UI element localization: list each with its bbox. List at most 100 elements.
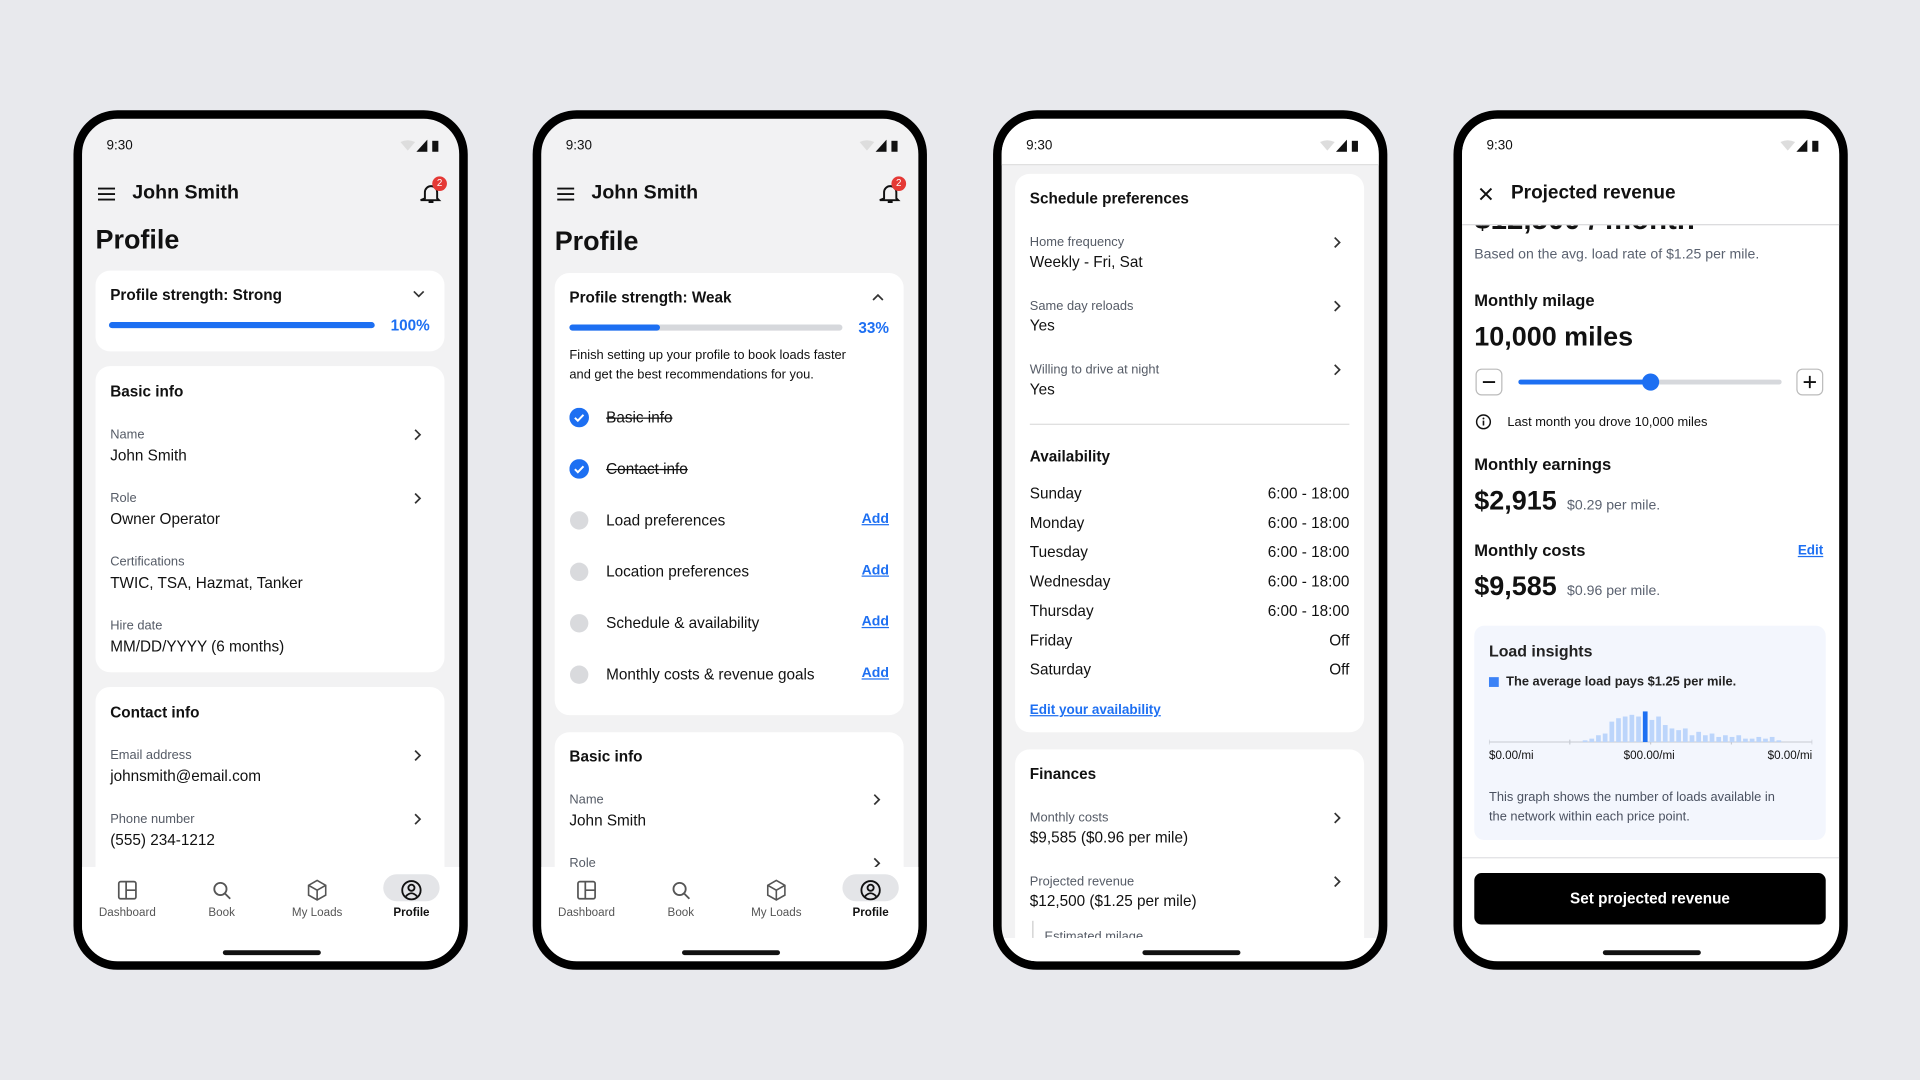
milage-value: 10,000 miles — [1474, 320, 1634, 352]
menu-icon[interactable] — [557, 187, 575, 201]
nav-label: Profile — [852, 906, 889, 920]
close-icon[interactable] — [1479, 187, 1493, 201]
checklist-label: Location preferences — [606, 563, 750, 581]
histogram-bar — [1676, 730, 1681, 743]
edit-costs-link[interactable]: Edit — [1797, 543, 1824, 559]
strength-progress-bar — [569, 324, 843, 331]
earnings-row: $2,915 $0.29 per mile. — [1474, 485, 1660, 517]
milage-info: Last month you drove 10,000 miles — [1507, 415, 1708, 430]
nav-profile[interactable]: Profile — [834, 874, 907, 926]
chevron-up-icon[interactable] — [872, 293, 884, 301]
histogram-bar — [1716, 736, 1722, 743]
add-link[interactable]: Add — [861, 614, 889, 630]
strength-percent: 100% — [390, 317, 430, 335]
chevron-right-icon[interactable] — [1332, 812, 1342, 824]
earnings-per-mile: $0.29 per mile. — [1567, 498, 1661, 514]
info-icon — [1475, 414, 1492, 430]
card-title: Basic info — [110, 383, 184, 401]
row-label: Hire date — [110, 618, 163, 634]
histogram-bar — [1602, 733, 1608, 743]
row-value: MM/DD/YYYY (6 months) — [110, 637, 285, 656]
progress-fill — [569, 324, 660, 331]
status-time: 9:30 — [106, 138, 133, 154]
day-hours: 6:00 - 18:00 — [1267, 573, 1350, 591]
notification-badge: 2 — [432, 176, 447, 192]
phone-profile-weak: 9:30 John Smith 2 Profile Profile streng… — [532, 110, 927, 970]
row-label: Name — [110, 427, 145, 443]
chevron-right-icon[interactable] — [872, 857, 882, 869]
chevron-right-icon[interactable] — [413, 429, 423, 441]
status-time: 9:30 — [1486, 138, 1513, 154]
milage-title: Monthly milage — [1474, 291, 1595, 310]
home-indicator — [1142, 950, 1241, 956]
decrease-milage-button[interactable] — [1475, 368, 1503, 396]
set-projected-revenue-button[interactable]: Set projected revenue — [1474, 873, 1826, 925]
add-link[interactable]: Add — [861, 563, 889, 578]
day-name: Tuesday — [1029, 543, 1088, 561]
nav-profile[interactable]: Profile — [375, 874, 448, 926]
box-icon — [307, 879, 327, 901]
notifications-button[interactable]: 2 — [879, 176, 907, 206]
card-title: Finances — [1029, 765, 1097, 783]
menu-icon[interactable] — [97, 187, 116, 201]
histogram-bar — [1689, 735, 1695, 743]
card-title: Contact info — [110, 704, 200, 722]
histogram-bar — [1609, 721, 1615, 743]
row-label: Willing to drive at night — [1029, 362, 1160, 378]
add-link[interactable]: Add — [861, 666, 889, 681]
checklist-label: Contact info — [606, 460, 688, 478]
chevron-right-icon[interactable] — [1332, 300, 1342, 312]
empty-circle-icon — [570, 562, 589, 582]
chevron-right-icon[interactable] — [413, 749, 423, 762]
nav-book[interactable]: Book — [185, 877, 258, 926]
empty-circle-icon — [570, 614, 589, 633]
header: 9:30 Projected revenue — [1462, 118, 1840, 226]
legend-text: The average load pays $1.25 per mile. — [1506, 674, 1737, 690]
nav-dashboard[interactable]: Dashboard — [550, 877, 623, 926]
chevron-right-icon[interactable] — [413, 813, 423, 825]
chevron-right-icon[interactable] — [1332, 364, 1342, 376]
day-hours: 6:00 - 18:00 — [1267, 543, 1350, 561]
slider-thumb[interactable] — [1641, 373, 1659, 391]
chevron-right-icon[interactable] — [1332, 236, 1342, 248]
increase-milage-button[interactable] — [1796, 368, 1824, 396]
row-label: Certifications — [110, 554, 185, 570]
page-title: Profile — [554, 225, 639, 256]
slider-fill — [1518, 379, 1651, 385]
axis-label-mid: $00.00/mi — [1623, 749, 1675, 763]
notifications-button[interactable]: 2 — [420, 176, 447, 206]
card-title: Schedule preferences — [1029, 189, 1189, 207]
chevron-right-icon[interactable] — [872, 793, 882, 806]
gesture-area — [1001, 937, 1379, 962]
profile-strength-card: Profile strength: Weak 33% Finish settin… — [554, 273, 904, 716]
histogram-bar — [1729, 736, 1735, 743]
nav-my-loads[interactable]: My Loads — [740, 877, 813, 926]
edit-availability-link[interactable]: Edit your availability — [1029, 702, 1161, 718]
profile-strength-card[interactable]: Profile strength: Strong 100% — [95, 270, 445, 352]
nav-my-loads[interactable]: My Loads — [280, 877, 353, 926]
day-name: Sunday — [1029, 484, 1082, 503]
nav-dashboard[interactable]: Dashboard — [91, 877, 164, 926]
screen: 9:30 Schedule preferences Home frequency… — [1001, 118, 1379, 962]
check-circle-icon — [569, 459, 589, 479]
chevron-down-icon[interactable] — [413, 290, 425, 298]
profile-icon — [860, 880, 881, 901]
add-link[interactable]: Add — [861, 511, 889, 527]
chevron-right-icon[interactable] — [1332, 876, 1342, 888]
day-name: Friday — [1029, 631, 1073, 649]
earnings-value: $2,915 — [1474, 484, 1557, 516]
row-label: Projected revenue — [1029, 874, 1135, 889]
strength-label: Profile strength: Weak — [569, 288, 732, 307]
row-value: Yes — [1029, 380, 1055, 398]
day-hours: Off — [1329, 661, 1350, 679]
nav-label: Profile — [393, 906, 430, 920]
home-indicator — [1602, 950, 1701, 956]
day-hours: 6:00 - 18:00 — [1267, 514, 1350, 532]
histogram-bar — [1636, 716, 1641, 743]
nav-book[interactable]: Book — [644, 877, 717, 926]
milage-slider[interactable] — [1518, 373, 1782, 391]
row-value: (555) 234-1212 — [110, 831, 215, 849]
phone-profile-strong: 9:30 John Smith 2 Profile Profile streng… — [73, 110, 468, 970]
checklist-label: Basic info — [606, 408, 673, 427]
chevron-right-icon[interactable] — [413, 492, 423, 504]
